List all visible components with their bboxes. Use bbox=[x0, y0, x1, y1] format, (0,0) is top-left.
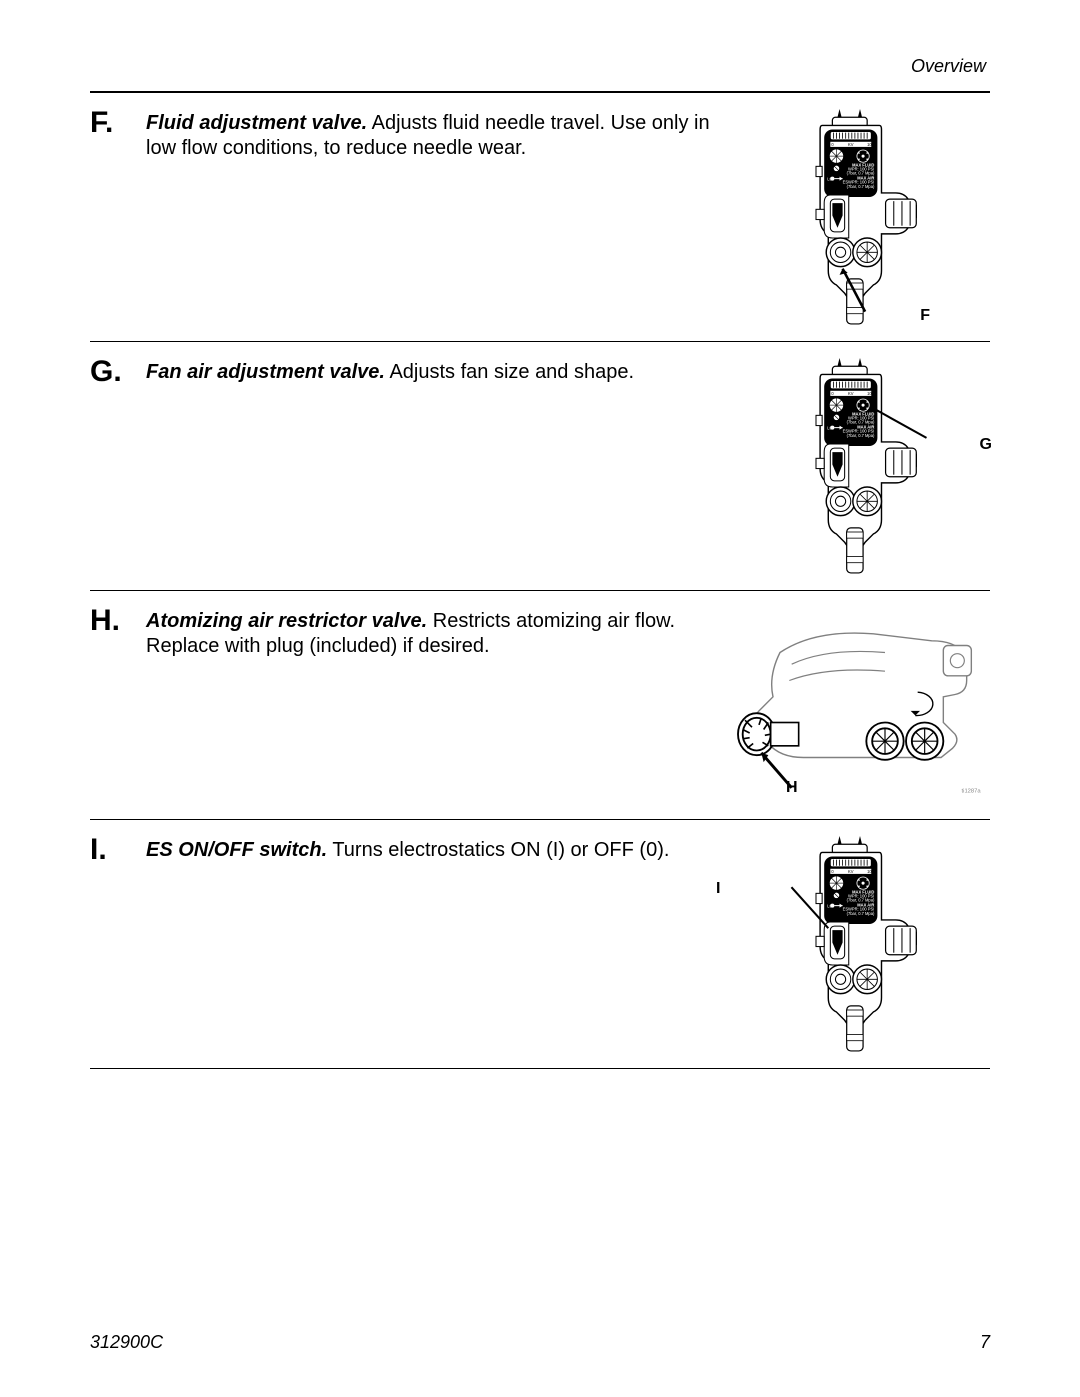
gun-rear-i-icon bbox=[780, 834, 940, 1054]
item-text: Adjusts fan size and shape. bbox=[385, 361, 634, 383]
ti-label: ti1287a bbox=[962, 789, 982, 795]
figure-h: ti1287a H bbox=[710, 605, 990, 805]
item-desc: Atomizing air restrictor valve. Restrict… bbox=[146, 605, 710, 659]
footer-doc-id: 312900C bbox=[90, 1332, 163, 1353]
item-letter: I. bbox=[90, 834, 146, 866]
gun-rear-f-icon bbox=[780, 107, 940, 327]
item-letter: H. bbox=[90, 605, 146, 637]
figure-f: F bbox=[730, 107, 990, 327]
section-f: F. Fluid adjustment valve. Adjusts fluid… bbox=[90, 93, 990, 342]
item-desc: Fluid adjustment valve. Adjusts fluid ne… bbox=[146, 107, 730, 161]
header-section-title: Overview bbox=[90, 56, 990, 77]
footer-page: 7 bbox=[980, 1332, 990, 1353]
gun-side-h-icon: ti1287a bbox=[710, 605, 990, 805]
callout-h: H bbox=[786, 779, 798, 797]
callout-i: I bbox=[716, 880, 720, 898]
callout-g: G bbox=[980, 436, 992, 454]
section-h: H. Atomizing air restrictor valve. Restr… bbox=[90, 591, 990, 820]
item-desc: ES ON/OFF switch. Turns electrostatics O… bbox=[146, 834, 730, 863]
gun-rear-g-icon bbox=[780, 356, 940, 576]
item-title: Fluid adjustment valve. bbox=[146, 112, 367, 134]
item-title: ES ON/OFF switch. bbox=[146, 839, 327, 861]
item-title: Fan air adjustment valve. bbox=[146, 361, 385, 383]
item-text: Turns electrostatics ON (I) or OFF (0). bbox=[327, 839, 669, 861]
section-g: G. Fan air adjustment valve. Adjusts fan… bbox=[90, 342, 990, 591]
item-desc: Fan air adjustment valve. Adjusts fan si… bbox=[146, 356, 730, 385]
item-letter: F. bbox=[90, 107, 146, 139]
item-title: Atomizing air restrictor valve. bbox=[146, 610, 427, 632]
callout-f: F bbox=[920, 307, 930, 325]
footer: 312900C 7 bbox=[90, 1332, 990, 1353]
section-i: I. ES ON/OFF switch. Turns electrostatic… bbox=[90, 820, 990, 1069]
figure-i: I bbox=[730, 834, 990, 1054]
figure-g: G bbox=[730, 356, 990, 576]
item-letter: G. bbox=[90, 356, 146, 388]
